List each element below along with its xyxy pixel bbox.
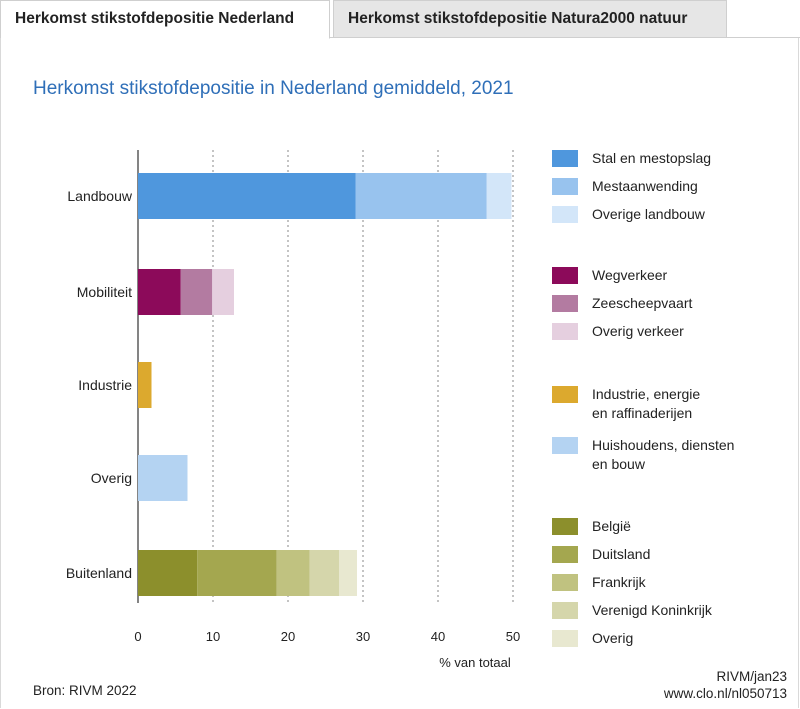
bar-landbouw-mestaanwending: [355, 173, 487, 219]
x-tick-label: 20: [281, 629, 295, 644]
category-label-industrie: Industrie: [78, 377, 132, 393]
bars: [138, 173, 512, 596]
legend-swatch: [552, 178, 578, 195]
legend: Stal en mestopslag Mestaanwending Overige …: [552, 150, 734, 647]
chart: Herkomst stikstofdepositie in Nederland …: [33, 78, 787, 701]
bar-buitenland-verenigd-koninkrijk: [309, 550, 339, 596]
x-tick-label: 10: [206, 629, 220, 644]
legend-swatch: [552, 323, 578, 340]
legend-label: Frankrijk: [592, 574, 647, 590]
chart-panel: Herkomst stikstofdepositie in Nederland …: [0, 38, 799, 708]
x-tick-label: 40: [431, 629, 445, 644]
legend-label: en bouw: [592, 456, 646, 472]
category-labels: Landbouw Mobiliteit Industrie Overig Buitenl…: [66, 188, 133, 581]
category-label-landbouw: Landbouw: [67, 188, 133, 204]
bar-landbouw-overige-landbouw: [486, 173, 512, 219]
legend-label: Overige landbouw: [592, 206, 706, 222]
legend-label: Duitsland: [592, 546, 650, 562]
legend-label: Verenigd Koninkrijk: [592, 602, 713, 618]
tab-herkomst-natura2000[interactable]: Herkomst stikstofdepositie Natura2000 na…: [333, 0, 727, 38]
credit-line-2: www.clo.nl/nl050713: [663, 686, 787, 701]
legend-label: Overig: [592, 630, 633, 646]
legend-label: Mestaanwending: [592, 178, 698, 194]
bar-buitenland-frankrijk: [276, 550, 310, 596]
legend-swatch: [552, 295, 578, 312]
bar-industrie-industrie-energie-en-raffinaderijen: [138, 362, 152, 408]
category-label-overig: Overig: [91, 470, 132, 486]
x-axis: 0 10 20 30 40 50: [134, 629, 520, 644]
legend-swatch: [552, 150, 578, 167]
legend-swatch: [552, 602, 578, 619]
legend-label: Stal en mestopslag: [592, 150, 711, 166]
bar-buitenland-belgie: [138, 550, 198, 596]
x-tick-label: 0: [134, 629, 141, 644]
x-tick-label: 30: [356, 629, 370, 644]
bar-mobiliteit-wegverkeer: [138, 269, 181, 315]
x-tick-label: 50: [506, 629, 520, 644]
bar-buitenland-duitsland: [197, 550, 277, 596]
legend-swatch: [552, 546, 578, 563]
legend-swatch: [552, 267, 578, 284]
chart-title: Herkomst stikstofdepositie in Nederland …: [33, 78, 514, 99]
category-label-mobiliteit: Mobiliteit: [77, 284, 132, 300]
bar-overig-huishoudens-diensten-en-bouw: [138, 455, 188, 501]
x-axis-label: % van totaal: [439, 655, 511, 670]
category-label-buitenland: Buitenland: [66, 565, 132, 581]
bar-mobiliteit-zeescheepvaart: [180, 269, 213, 315]
legend-label: Overig verkeer: [592, 323, 684, 339]
bar-landbouw-stal-en-mestopslag: [138, 173, 356, 219]
legend-swatch: [552, 518, 578, 535]
legend-swatch: [552, 437, 578, 454]
tab-herkomst-nederland[interactable]: Herkomst stikstofdepositie Nederland: [0, 0, 330, 39]
source-note: Bron: RIVM 2022: [33, 683, 137, 698]
legend-label: Zeescheepvaart: [592, 295, 693, 311]
legend-swatch: [552, 386, 578, 403]
legend-swatch: [552, 206, 578, 223]
legend-swatch: [552, 630, 578, 647]
legend-label: Wegverkeer: [592, 267, 668, 283]
bar-mobiliteit-overig-verkeer: [212, 269, 234, 315]
tab-bar: Herkomst stikstofdepositie Nederland Her…: [0, 0, 800, 39]
legend-label: Industrie, energie: [592, 386, 700, 402]
bar-buitenland-overig: [339, 550, 357, 596]
legend-label: Huishoudens, diensten: [592, 437, 734, 453]
legend-label: en raffinaderijen: [592, 405, 692, 421]
legend-label: België: [592, 518, 631, 534]
credit-line-1: RIVM/jan23: [716, 669, 787, 684]
legend-swatch: [552, 574, 578, 591]
